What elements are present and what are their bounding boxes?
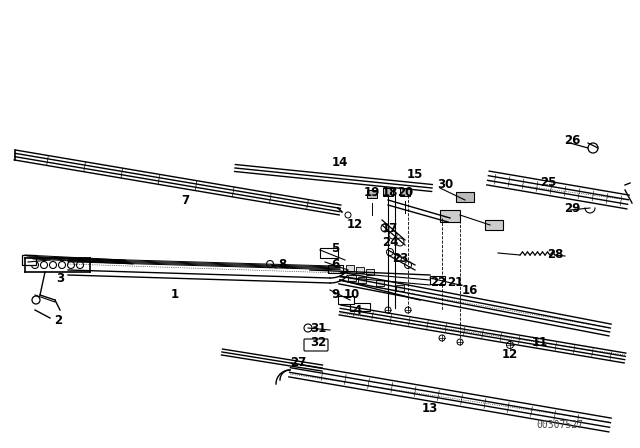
Text: 5: 5 bbox=[331, 241, 339, 254]
FancyBboxPatch shape bbox=[338, 296, 354, 304]
Text: 31: 31 bbox=[310, 322, 326, 335]
Text: 17: 17 bbox=[382, 221, 398, 234]
FancyBboxPatch shape bbox=[396, 285, 404, 291]
FancyBboxPatch shape bbox=[348, 275, 356, 281]
Text: 28: 28 bbox=[547, 249, 563, 262]
FancyBboxPatch shape bbox=[376, 280, 384, 286]
Text: 10: 10 bbox=[344, 289, 360, 302]
Text: 19: 19 bbox=[364, 185, 380, 198]
Text: 18: 18 bbox=[382, 185, 398, 198]
Text: 12: 12 bbox=[502, 349, 518, 362]
Text: 7: 7 bbox=[181, 194, 189, 207]
FancyBboxPatch shape bbox=[485, 220, 503, 230]
Text: 8: 8 bbox=[278, 258, 286, 271]
FancyBboxPatch shape bbox=[400, 188, 410, 196]
Text: 6: 6 bbox=[331, 258, 339, 271]
Text: 00307527: 00307527 bbox=[536, 420, 584, 430]
FancyBboxPatch shape bbox=[356, 267, 364, 273]
Text: 21: 21 bbox=[447, 276, 463, 289]
Text: 9: 9 bbox=[331, 289, 339, 302]
Text: 11: 11 bbox=[532, 336, 548, 349]
Text: 30: 30 bbox=[437, 178, 453, 191]
Text: 3: 3 bbox=[56, 271, 64, 284]
FancyBboxPatch shape bbox=[350, 303, 370, 311]
Text: 2: 2 bbox=[54, 314, 62, 327]
FancyBboxPatch shape bbox=[440, 210, 460, 222]
Text: 4: 4 bbox=[354, 303, 362, 316]
Text: 14: 14 bbox=[332, 156, 348, 169]
Text: 12: 12 bbox=[347, 219, 363, 232]
Text: 24: 24 bbox=[382, 237, 398, 250]
FancyBboxPatch shape bbox=[304, 339, 328, 351]
Text: 20: 20 bbox=[397, 185, 413, 198]
FancyBboxPatch shape bbox=[366, 269, 374, 275]
Text: 26: 26 bbox=[564, 134, 580, 146]
FancyBboxPatch shape bbox=[320, 248, 338, 258]
Text: 22: 22 bbox=[430, 276, 446, 289]
FancyBboxPatch shape bbox=[22, 255, 36, 265]
Text: 15: 15 bbox=[407, 168, 423, 181]
FancyBboxPatch shape bbox=[328, 265, 343, 273]
Text: 13: 13 bbox=[422, 401, 438, 414]
FancyBboxPatch shape bbox=[367, 190, 377, 198]
Text: 1: 1 bbox=[171, 289, 179, 302]
FancyBboxPatch shape bbox=[358, 277, 366, 283]
FancyBboxPatch shape bbox=[430, 276, 445, 284]
Text: 25: 25 bbox=[540, 177, 556, 190]
Text: 23: 23 bbox=[392, 251, 408, 264]
FancyBboxPatch shape bbox=[383, 188, 393, 196]
Text: 27: 27 bbox=[290, 356, 306, 369]
FancyBboxPatch shape bbox=[346, 265, 354, 271]
FancyBboxPatch shape bbox=[456, 192, 474, 202]
Text: 16: 16 bbox=[462, 284, 478, 297]
Text: 32: 32 bbox=[310, 336, 326, 349]
Text: 29: 29 bbox=[564, 202, 580, 215]
